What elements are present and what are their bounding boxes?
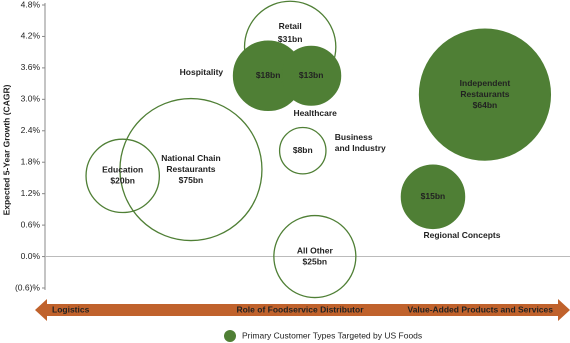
y-tick-label: (0.6)% [15,282,40,292]
y-tick-label: 1.2% [21,188,41,198]
bubble-size-label: $13bn [299,70,324,80]
legend-swatch [224,330,236,342]
bubble [278,126,327,175]
bubble-name: Healthcare [293,108,337,118]
bubble-size-label: $25bn [303,256,328,266]
bubble-name: Regional Concepts [423,230,500,240]
y-tick-label: 3.0% [21,94,41,104]
bubble [400,164,466,230]
y-tick-label: 0.0% [21,251,41,261]
y-tick-label: 4.8% [21,0,41,9]
bubble-name: Restaurants [460,89,509,99]
x-axis-arrow [35,299,570,321]
bubble-name: Hospitality [180,67,224,77]
bubble-name: Education [102,165,143,175]
y-tick-label: 2.4% [21,125,41,135]
y-tick-label: 4.2% [21,31,41,41]
bubble-name: National Chain [161,153,221,163]
bubble-size-label: $15bn [421,191,446,201]
x-axis-label: Role of Foodservice Distributor [236,304,364,314]
bubble-name: and Industry [335,143,386,153]
bubble-size-label: $20bn [110,176,135,186]
y-tick-label: 0.6% [21,219,41,229]
bubble [281,45,342,106]
bubble [119,97,263,242]
y-tick-label: 1.8% [21,156,41,166]
bubble [418,28,552,161]
bubble [85,138,161,214]
bubble [273,214,357,299]
x-left-label: Logistics [52,304,90,314]
x-right-label: Value-Added Products and Services [408,304,554,314]
bubble-size-label: $18bn [256,70,281,80]
bubble-size-label: $75bn [179,175,204,185]
bubble-name: Independent [460,78,511,88]
bubble-size-label: $8bn [293,145,313,155]
y-tick-label: 3.6% [21,62,41,72]
bubble-size-label: $64bn [473,100,498,110]
bubble-name: Restaurants [166,164,215,174]
bubble-name: Retail [279,21,302,31]
legend-label: Primary Customer Types Targeted by US Fo… [242,330,422,340]
bubble-size-label: $31bn [278,34,303,44]
y-axis-label: Expected 5-Year Growth (CAGR) [1,84,11,215]
bubble-name: Business [335,132,373,142]
bubble-name: All Other [297,245,334,255]
